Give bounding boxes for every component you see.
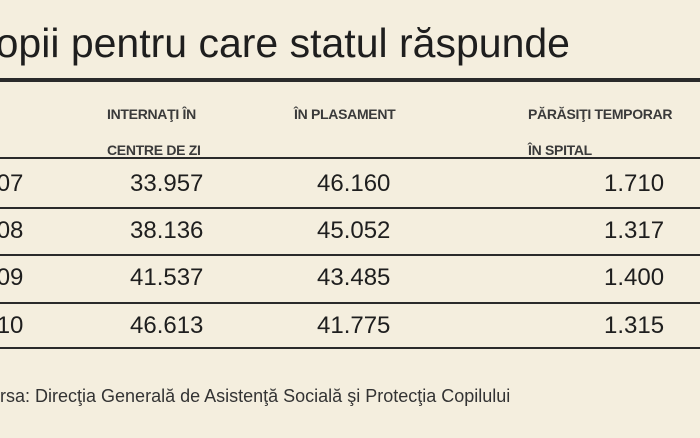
table-row: 2009 41.537 43.485 1.400 [0, 256, 700, 300]
cell-plasament: 41.775 [317, 312, 391, 339]
header-spital: PĂRĂSIŢI TEMPORAR ÎN SPITAL [528, 96, 673, 168]
header-centre-de-zi: INTERNAŢI ÎN CENTRE DE ZI [107, 96, 201, 168]
cell-centre-de-zi: 33.957 [130, 170, 204, 197]
cell-spital: 1.317 [604, 217, 665, 244]
cell-year: 2009 [0, 264, 24, 291]
header-centre-de-zi-line-2: CENTRE DE ZI [107, 142, 201, 158]
cell-year: 2010 [0, 312, 24, 339]
header-spital-line-2: ÎN SPITAL [528, 142, 592, 158]
header-plasament-line-1: ÎN PLASAMENT [294, 106, 396, 122]
header-plasament: ÎN PLASAMENT [294, 96, 396, 132]
cell-plasament: 45.052 [317, 217, 391, 244]
table-row: 2008 38.136 45.052 1.317 [0, 209, 700, 253]
header-spital-line-1: PĂRĂSIŢI TEMPORAR [528, 106, 673, 122]
cell-plasament: 46.160 [317, 170, 391, 197]
table-title: Copii pentru care statul răspunde [0, 20, 570, 66]
cell-centre-de-zi: 41.537 [130, 264, 204, 291]
cell-year: 2008 [0, 217, 24, 244]
cell-spital: 1.315 [604, 312, 665, 339]
source-note: Sursa: Direcţia Generală de Asistenţă So… [0, 386, 511, 406]
header-centre-de-zi-line-1: INTERNAŢI ÎN [107, 106, 196, 122]
table-rule [0, 347, 700, 349]
cell-spital: 1.710 [604, 170, 665, 197]
table-row: 2007 33.957 46.160 1.710 [0, 162, 700, 206]
cell-centre-de-zi: 46.613 [130, 312, 204, 339]
cell-spital: 1.400 [604, 264, 665, 291]
cell-year: 2007 [0, 170, 24, 197]
table-rule [0, 207, 700, 209]
cell-centre-de-zi: 38.136 [130, 217, 204, 244]
table-rule [0, 254, 700, 256]
title-rule [0, 78, 700, 82]
table-rule [0, 302, 700, 304]
table-row: 2010 46.613 41.775 1.315 [0, 304, 700, 348]
cell-plasament: 43.485 [317, 264, 391, 291]
table-rule [0, 157, 700, 159]
